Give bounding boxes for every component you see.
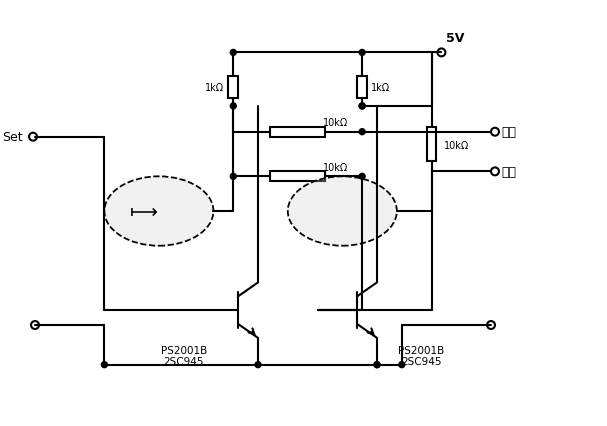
Circle shape (230, 104, 236, 109)
Bar (357, 77, 367, 99)
Text: 复位: 复位 (501, 165, 516, 178)
Circle shape (255, 362, 261, 368)
Text: ⟼: ⟼ (130, 202, 158, 221)
Circle shape (359, 174, 365, 180)
Circle shape (101, 362, 107, 368)
Bar (270, 127, 325, 137)
Text: 10kΩ: 10kΩ (444, 140, 470, 150)
Circle shape (359, 130, 365, 135)
Text: 输出: 输出 (501, 126, 516, 139)
Text: 1kΩ: 1kΩ (371, 83, 390, 93)
Circle shape (399, 362, 405, 368)
Text: 10kΩ: 10kΩ (322, 163, 348, 173)
Text: 5V: 5V (446, 32, 465, 45)
Text: PS2001B
2SC945: PS2001B 2SC945 (398, 345, 445, 367)
Circle shape (230, 174, 236, 180)
Circle shape (230, 50, 236, 56)
Bar (427, 127, 436, 162)
Circle shape (359, 104, 365, 109)
Circle shape (359, 50, 365, 56)
Ellipse shape (104, 177, 214, 246)
Bar (270, 172, 325, 182)
Text: 1kΩ: 1kΩ (205, 83, 225, 93)
Bar (228, 77, 238, 99)
Circle shape (374, 362, 380, 368)
Circle shape (359, 104, 365, 109)
Text: Set: Set (2, 131, 23, 144)
Ellipse shape (288, 177, 397, 246)
Text: PS2001B
2SC945: PS2001B 2SC945 (161, 345, 207, 367)
Text: 10kΩ: 10kΩ (322, 118, 348, 127)
Circle shape (374, 362, 380, 368)
